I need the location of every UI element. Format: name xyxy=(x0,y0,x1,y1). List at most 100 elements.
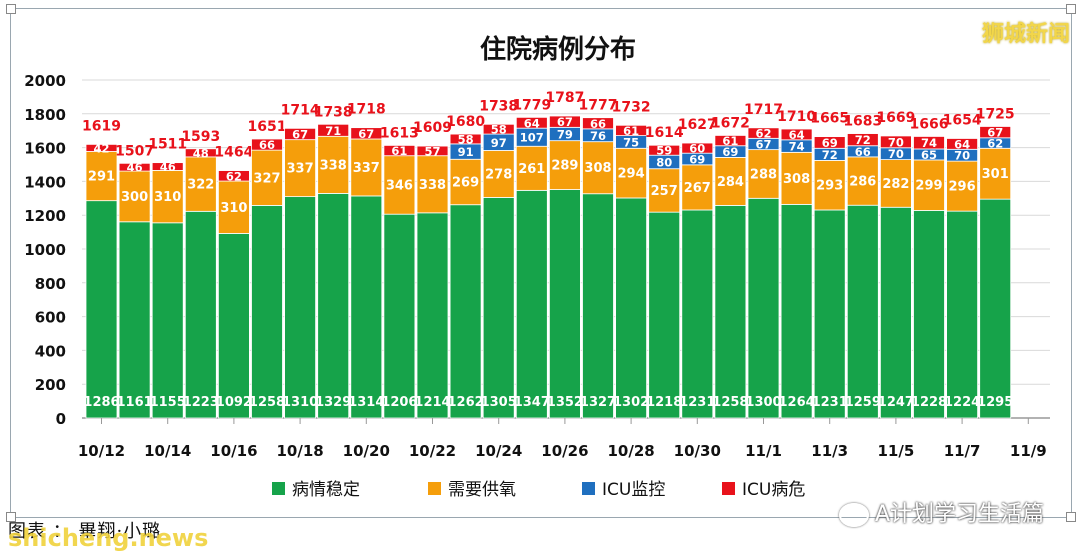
bar-total-label: 1651 xyxy=(248,119,287,135)
bar-value-label: 293 xyxy=(816,179,843,194)
wechat-icon xyxy=(838,503,869,527)
bar-segment xyxy=(880,135,912,149)
bar-value-label: 67 xyxy=(755,137,771,151)
bar-segment xyxy=(449,133,482,145)
bar-value-label: 267 xyxy=(684,181,711,196)
bar-value-label: 64 xyxy=(524,116,540,130)
x-tick-label: 10/18 xyxy=(276,442,323,460)
bar-value-label: 69 xyxy=(822,136,838,150)
y-tick-label: 1000 xyxy=(24,241,66,259)
resize-handle-bottom-right[interactable] xyxy=(1066,512,1076,522)
bar-segment xyxy=(946,138,978,150)
bar-total-label: 1464 xyxy=(214,145,253,161)
bar-value-label: 65 xyxy=(921,148,937,162)
bar-segment xyxy=(416,212,449,419)
bar-total-label: 1683 xyxy=(843,114,882,130)
y-tick-label: 800 xyxy=(35,275,66,293)
bar-value-label: 97 xyxy=(491,136,507,150)
bar-total-label: 1672 xyxy=(711,115,750,131)
bar-segment xyxy=(946,160,978,212)
bar-value-label: 67 xyxy=(292,127,308,141)
bar-segment xyxy=(780,203,813,419)
bar-value-label: 286 xyxy=(849,175,876,190)
legend-swatch xyxy=(582,482,595,495)
x-tick-label: 10/20 xyxy=(343,442,390,460)
bar-value-label: 71 xyxy=(325,124,341,138)
bar-total-label: 1613 xyxy=(380,125,419,141)
bar-total-label: 1779 xyxy=(512,97,551,113)
bar-segment xyxy=(350,138,383,197)
bar-value-label: 278 xyxy=(485,167,512,182)
bar-segment xyxy=(780,151,813,205)
bar-value-label: 1347 xyxy=(514,395,550,410)
y-tick-label: 0 xyxy=(56,410,66,428)
resize-handle-top-right[interactable] xyxy=(1066,4,1076,14)
bar-segment xyxy=(979,198,1012,419)
bar-segment xyxy=(846,204,879,419)
bar-value-label: 284 xyxy=(717,175,744,190)
y-tick-label: 1200 xyxy=(24,207,66,225)
bar-value-label: 300 xyxy=(121,190,148,205)
bar-segment xyxy=(714,135,747,147)
bar-value-label: 294 xyxy=(618,167,645,182)
bar-value-label: 269 xyxy=(452,175,479,190)
bar-segment xyxy=(582,193,614,419)
x-tick-label: 11/3 xyxy=(811,442,848,460)
bar-value-label: 64 xyxy=(789,128,805,142)
y-tick-label: 2000 xyxy=(24,72,66,90)
bar-segment xyxy=(251,204,283,419)
bar-segment xyxy=(118,221,151,419)
bar-value-label: 107 xyxy=(520,131,544,145)
bar-segment xyxy=(118,162,151,172)
bar-segment xyxy=(482,123,515,135)
resize-handle-top-left[interactable] xyxy=(6,4,16,14)
bar-segment xyxy=(151,170,184,224)
bar-value-label: 72 xyxy=(822,148,838,162)
bar-segment xyxy=(284,127,317,141)
bar-value-label: 64 xyxy=(954,137,970,151)
bar-segment xyxy=(582,141,614,195)
bar-segment xyxy=(184,210,217,419)
legend-label: ICU病危 xyxy=(742,480,805,500)
bar-total-label: 1666 xyxy=(910,116,949,132)
bar-segment xyxy=(913,210,945,419)
legend-label: ICU监控 xyxy=(602,480,665,500)
bar-value-label: 1352 xyxy=(547,395,583,410)
x-tick-label: 10/22 xyxy=(409,442,456,460)
bar-segment xyxy=(251,138,283,151)
bar-total-label: 1718 xyxy=(347,102,386,118)
bar-segment xyxy=(946,210,978,419)
bar-value-label: 296 xyxy=(949,180,976,195)
bar-value-label: 48 xyxy=(193,146,209,160)
bar-total-label: 1777 xyxy=(579,98,618,114)
bar-segment xyxy=(317,135,350,194)
bar-total-label: 1654 xyxy=(943,112,982,128)
x-tick-label: 11/5 xyxy=(878,442,915,460)
bar-value-label: 338 xyxy=(320,158,347,173)
bar-segment xyxy=(549,189,581,419)
y-tick-label: 1800 xyxy=(24,106,66,124)
bar-value-label: 1218 xyxy=(646,395,682,410)
bar-segment xyxy=(615,197,647,419)
bar-value-label: 57 xyxy=(424,144,440,158)
bar-value-label: 1155 xyxy=(150,395,186,410)
bar-value-label: 60 xyxy=(689,142,705,156)
bar-segment xyxy=(681,142,714,154)
bar-total-label: 1738 xyxy=(314,104,353,120)
x-tick-label: 10/30 xyxy=(674,442,721,460)
bar-value-label: 1161 xyxy=(117,395,153,410)
bar-segment xyxy=(284,139,317,198)
legend-label: 需要供氧 xyxy=(448,480,516,500)
legend-label: 病情稳定 xyxy=(292,480,360,500)
bar-segment xyxy=(317,192,350,419)
bar-value-label: 1329 xyxy=(315,395,351,410)
bar-value-label: 1223 xyxy=(183,395,219,410)
bar-segment xyxy=(383,145,416,157)
wechat-watermark-text: A计划学习生活篇 xyxy=(874,502,1044,527)
resize-handle-bottom-left[interactable] xyxy=(6,512,16,522)
bar-segment xyxy=(350,127,383,140)
x-tick-label: 10/28 xyxy=(607,442,654,460)
bar-segment xyxy=(482,150,515,198)
bar-value-label: 42 xyxy=(93,141,109,155)
